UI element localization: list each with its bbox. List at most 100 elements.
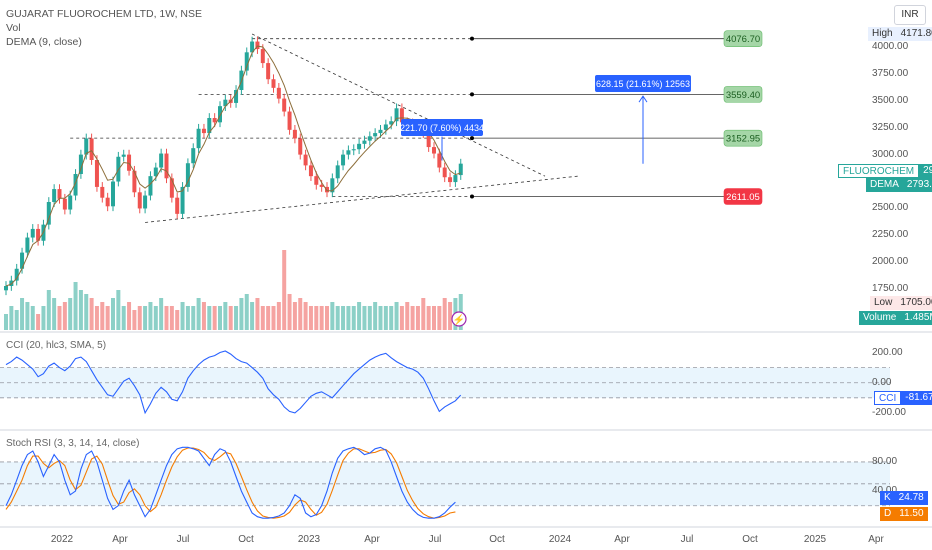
stoch-grid xyxy=(0,461,890,507)
volume-bar xyxy=(282,250,287,330)
stoch-k-line xyxy=(5,446,456,519)
stoch-d-tag: D 11.50 xyxy=(880,507,928,521)
candle-body xyxy=(319,184,324,187)
candle-body xyxy=(357,143,362,150)
candle-body xyxy=(78,154,83,174)
measure-tools[interactable]: 628.15 (21.61%) 12563 221.70 (7.60%) 4434 xyxy=(400,75,691,164)
candle-body xyxy=(94,160,99,187)
stoch-d-line xyxy=(5,447,456,519)
lower-trendline xyxy=(145,175,579,223)
candle-body xyxy=(212,118,217,123)
volume-bar xyxy=(432,306,436,330)
volume-bar xyxy=(201,302,206,330)
volume-bar xyxy=(164,306,169,330)
price-tick-label: 2250.00 xyxy=(872,229,909,241)
candle-body xyxy=(266,63,271,80)
candle-body xyxy=(458,163,463,176)
volume-bar xyxy=(153,306,158,330)
volume-bar xyxy=(218,306,222,330)
candle-body xyxy=(57,189,62,199)
level-tag xyxy=(723,188,763,205)
horizontal-levels[interactable]: 4076.70 3559.40 3152.95 2611.05 xyxy=(70,30,763,205)
cci-tick-label: 200.00 xyxy=(872,346,903,358)
candlesticks[interactable] xyxy=(4,36,463,296)
candle-body xyxy=(351,149,356,151)
candle-body xyxy=(180,186,185,214)
volume-bar xyxy=(159,298,164,330)
candle-body xyxy=(121,154,126,157)
volume-bar xyxy=(116,290,121,330)
candle-body xyxy=(367,136,372,141)
high-value: 4171.80 xyxy=(900,28,932,39)
candle-body xyxy=(298,138,303,155)
time-axis-label: Apr xyxy=(112,534,128,545)
d-value: 11.50 xyxy=(895,507,928,521)
volume-bar xyxy=(405,302,410,330)
currency-button[interactable]: INR xyxy=(894,5,926,25)
measure-label: 221.70 (7.60%) 4434 xyxy=(400,123,484,133)
volume-bar xyxy=(341,306,346,330)
candle-body xyxy=(346,150,351,155)
candle-body xyxy=(175,197,180,214)
vol-label[interactable]: Vol xyxy=(6,22,21,34)
time-axis-label: Apr xyxy=(868,534,884,545)
price-tick-label: 2500.00 xyxy=(872,202,909,214)
candle-body xyxy=(9,280,14,286)
volume-bar xyxy=(394,302,399,330)
volume-bar xyxy=(255,298,260,330)
volume-bar xyxy=(303,302,308,330)
candle-body xyxy=(426,133,431,148)
candle-body xyxy=(89,138,94,160)
cci-legend[interactable]: CCI (20, hlc3, SMA, 5) xyxy=(6,340,107,351)
volume-bar xyxy=(399,306,404,330)
d-tag: D xyxy=(880,507,896,521)
volume-bar xyxy=(143,306,148,330)
event-icon[interactable] xyxy=(451,311,467,327)
candle-body xyxy=(383,124,388,130)
stoch-legend[interactable]: Stoch RSI (3, 3, 14, 14, close) xyxy=(6,438,140,449)
volume-bar xyxy=(175,310,180,330)
candle-body xyxy=(100,186,105,198)
volume-bar xyxy=(250,302,255,330)
candle-body xyxy=(52,189,57,202)
candle-body xyxy=(105,197,110,207)
price-tick-label: 3000.00 xyxy=(872,148,909,160)
trendlines[interactable] xyxy=(145,33,579,223)
volume-bar xyxy=(335,306,340,330)
stoch-k-tag: K 24.78 xyxy=(880,491,928,505)
volume-bar xyxy=(373,302,378,330)
level-tag-label: 3559.40 xyxy=(726,90,760,101)
volume-bar xyxy=(100,302,105,330)
volume-tag: Volume 1.485M xyxy=(859,311,932,325)
volume-bar xyxy=(298,298,303,330)
measure-box xyxy=(595,75,691,92)
level-anchor xyxy=(470,194,474,199)
volume-bar xyxy=(111,298,115,330)
volume-bar xyxy=(14,310,19,330)
candle-body xyxy=(191,148,196,164)
volume-bar xyxy=(41,306,46,330)
measure-label: 628.15 (21.61%) 12563 xyxy=(596,79,690,89)
volume-bar xyxy=(94,306,99,330)
dema-label[interactable]: DEMA (9, close) xyxy=(6,36,82,48)
chart-legend: GUJARAT FLUOROCHEM LTD, 1W, NSE Vol DEMA… xyxy=(6,7,202,49)
volume-bar xyxy=(351,306,356,330)
volume-bar xyxy=(271,306,276,330)
cci-tag: CCI xyxy=(874,391,902,405)
candle-body xyxy=(314,176,319,185)
stoch-tick-label: 40.00 xyxy=(872,485,897,496)
measure-box xyxy=(401,119,483,136)
candle-body xyxy=(164,153,169,179)
candle-body xyxy=(223,99,228,107)
volume-bar xyxy=(437,306,442,330)
symbol-price-tag: FLUOROCHEM 2916.10 xyxy=(838,164,932,178)
level-anchor xyxy=(470,92,474,97)
cci-grid xyxy=(0,367,890,399)
candle-body xyxy=(4,286,8,291)
candle-body xyxy=(250,41,255,53)
candle-body xyxy=(153,167,158,177)
dema-value: 2793.20 xyxy=(902,178,932,192)
candle-body xyxy=(148,176,153,196)
volume-bar xyxy=(266,306,271,330)
